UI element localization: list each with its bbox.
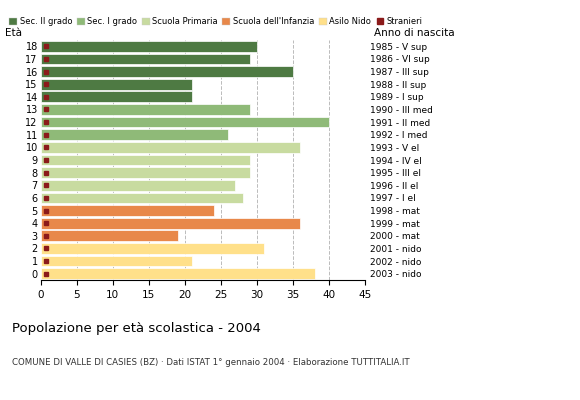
- Text: COMUNE DI VALLE DI CASIES (BZ) · Dati ISTAT 1° gennaio 2004 · Elaborazione TUTTI: COMUNE DI VALLE DI CASIES (BZ) · Dati IS…: [12, 358, 409, 367]
- Bar: [41, 129, 229, 140]
- Bar: [41, 268, 315, 279]
- Bar: [41, 218, 300, 228]
- Bar: [41, 256, 192, 266]
- Bar: [41, 66, 293, 77]
- Legend: Sec. II grado, Sec. I grado, Scuola Primaria, Scuola dell'Infanzia, Asilo Nido, : Sec. II grado, Sec. I grado, Scuola Prim…: [9, 17, 422, 26]
- Bar: [41, 155, 250, 165]
- Bar: [41, 142, 300, 153]
- Bar: [41, 117, 329, 128]
- Bar: [41, 180, 235, 191]
- Text: Anno di nascita: Anno di nascita: [374, 28, 455, 38]
- Bar: [41, 230, 177, 241]
- Text: Età: Età: [5, 28, 22, 38]
- Bar: [41, 243, 264, 254]
- Bar: [41, 41, 257, 52]
- Bar: [41, 192, 242, 203]
- Text: Popolazione per età scolastica - 2004: Popolazione per età scolastica - 2004: [12, 322, 260, 335]
- Bar: [41, 54, 250, 64]
- Bar: [41, 79, 192, 90]
- Bar: [41, 104, 250, 115]
- Bar: [41, 92, 192, 102]
- Bar: [41, 205, 214, 216]
- Bar: [41, 167, 250, 178]
